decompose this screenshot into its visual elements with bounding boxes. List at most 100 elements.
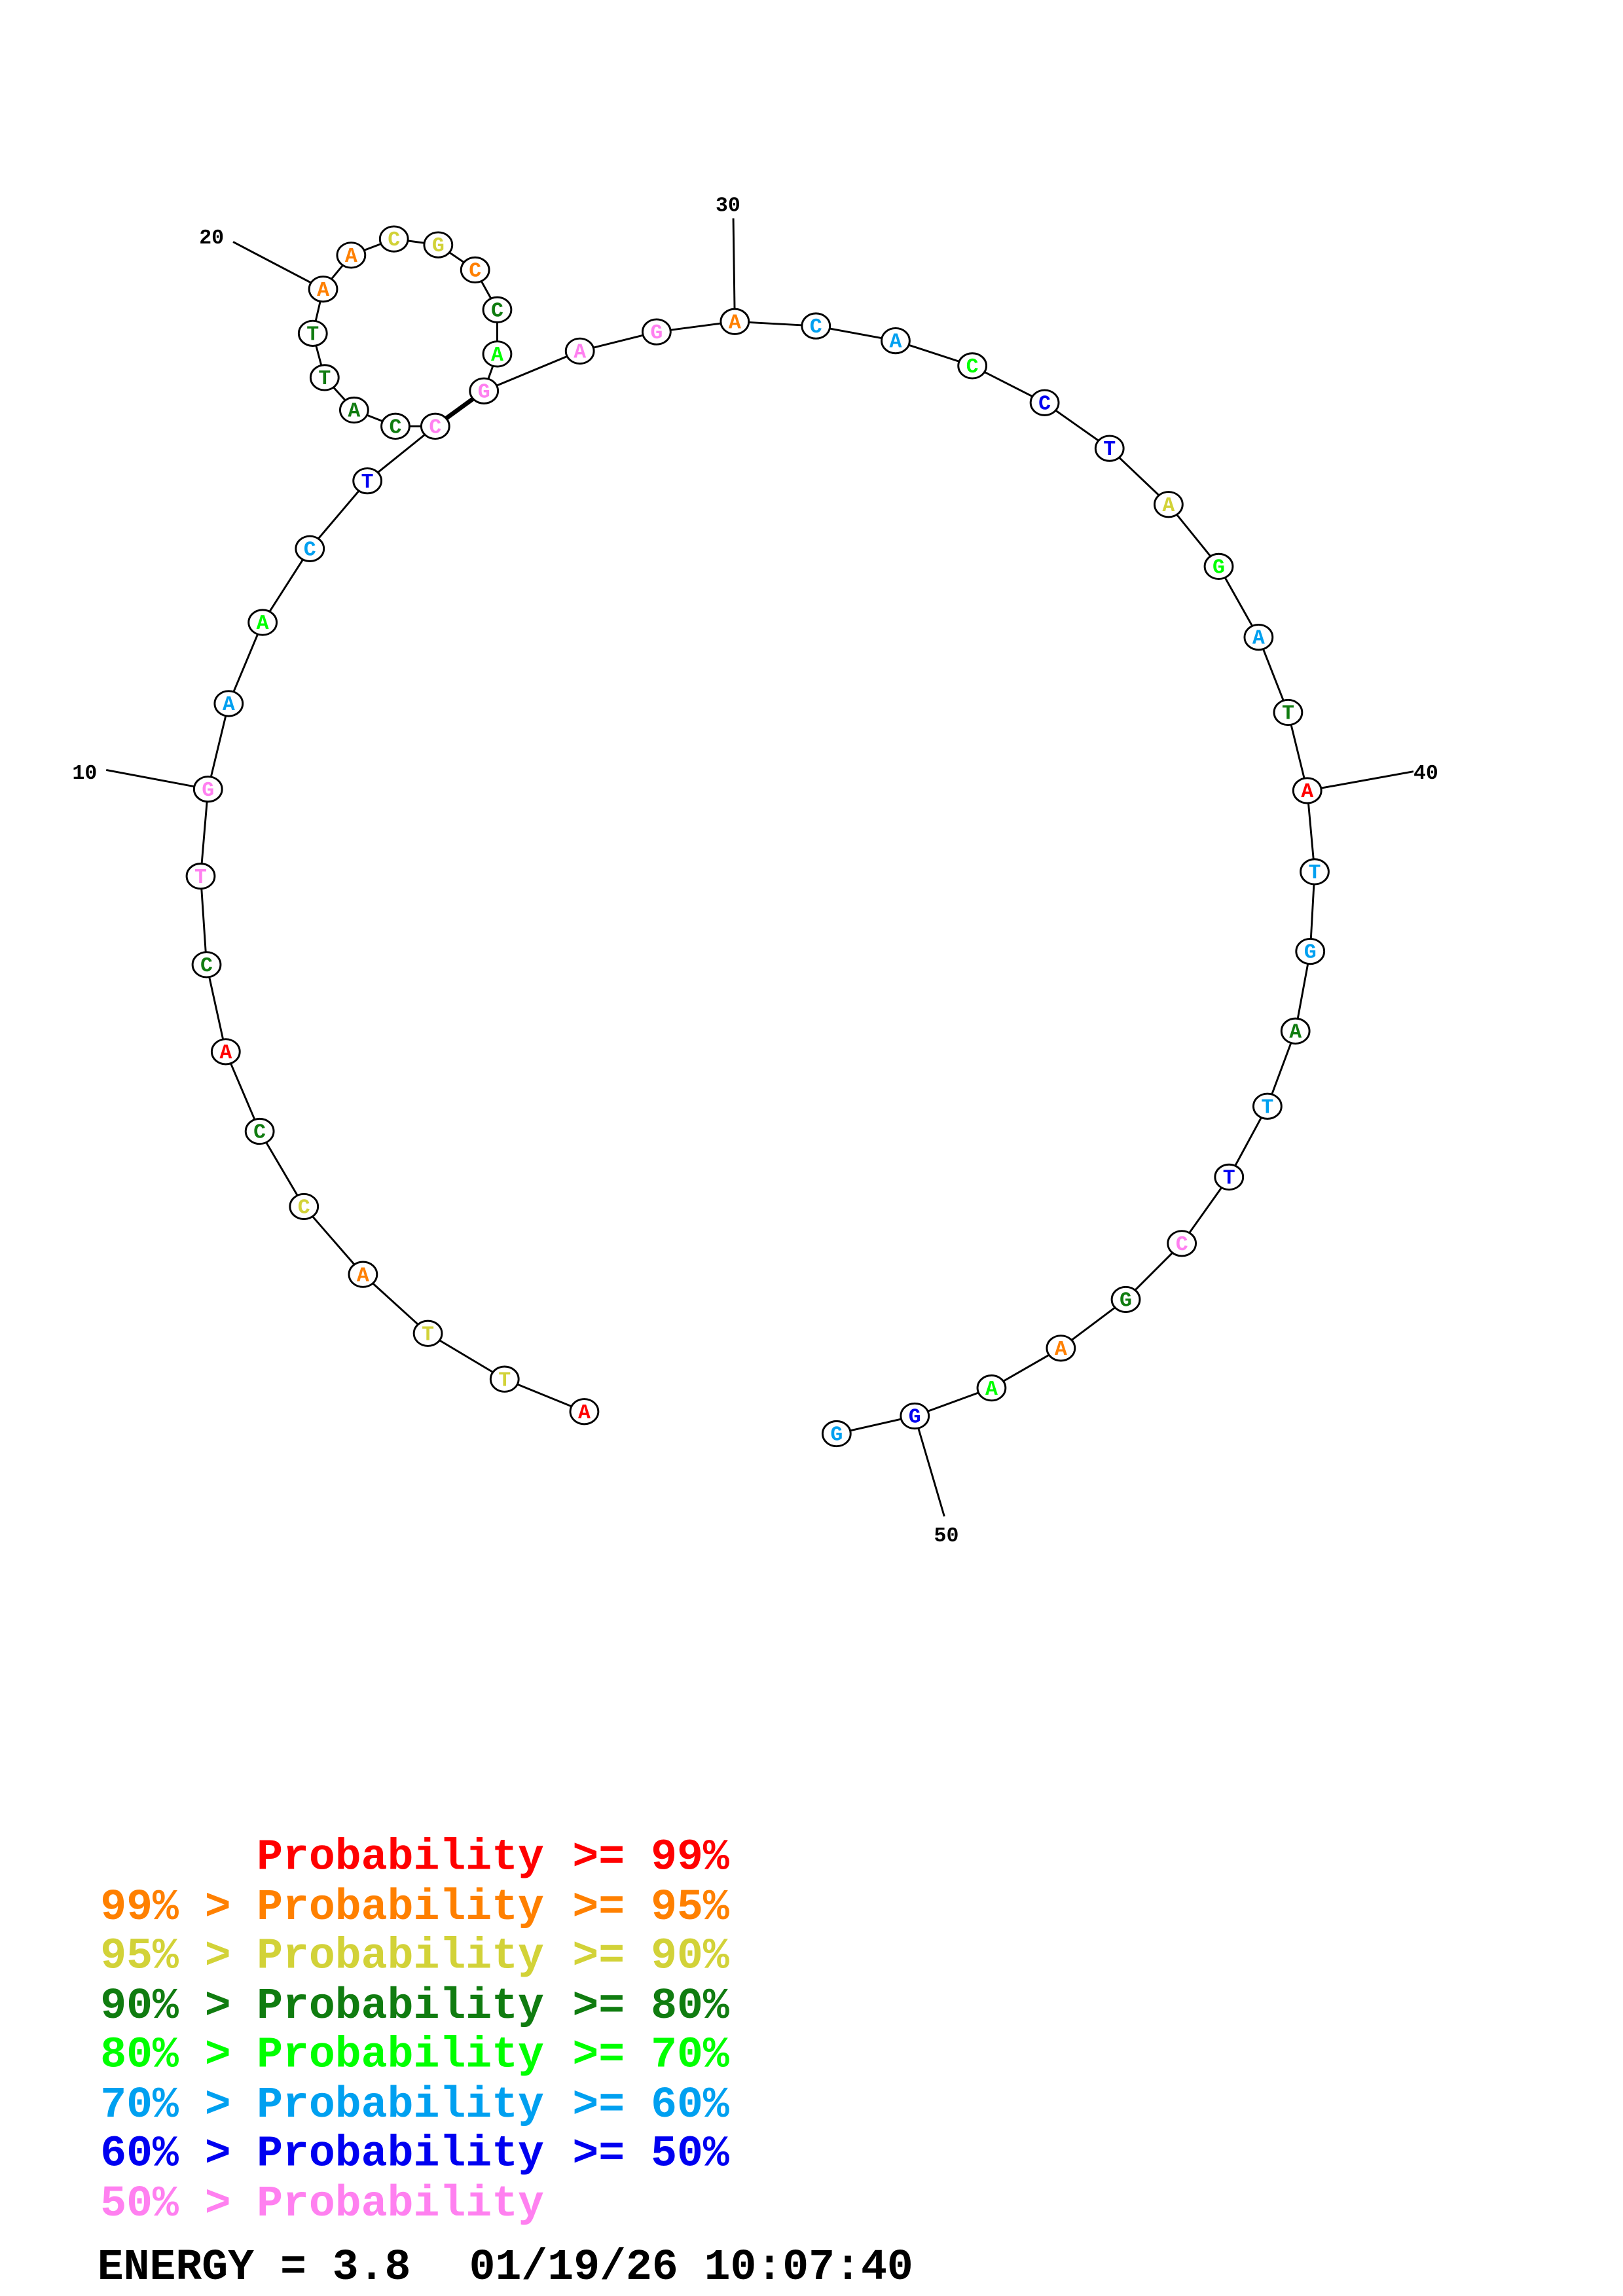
nucleotide-letter: G xyxy=(202,780,214,802)
backbone-link xyxy=(200,876,208,965)
nucleotide-38: A xyxy=(1243,623,1274,651)
nucleotide-circle xyxy=(1280,1017,1311,1045)
nucleotide-letter: A xyxy=(574,342,586,365)
position-label-40: 40 xyxy=(1413,762,1438,785)
nucleotide-letter: T xyxy=(194,867,207,889)
nucleotide-circle xyxy=(1154,491,1184,518)
legend-row: 95% > Probability >= 90% xyxy=(100,1931,729,1981)
nucleotide-circle xyxy=(191,951,222,978)
nucleotide-circle xyxy=(976,1374,1007,1402)
nucleotide-circle xyxy=(489,1365,520,1393)
nucleotide-letter: G xyxy=(1213,557,1225,580)
nucleotide-letter: C xyxy=(390,416,402,439)
legend-row: 99% > Probability >= 95% xyxy=(100,1883,729,1932)
nucleotide-letter: A xyxy=(345,245,357,268)
nucleotide-circle xyxy=(569,1398,600,1426)
nucleotide-letter: C xyxy=(966,356,979,379)
nucleotide-letter: T xyxy=(1309,862,1321,885)
nucleotide-31: C xyxy=(801,312,831,340)
nucleotide-23: G xyxy=(423,231,454,259)
nucleotide-circle xyxy=(720,308,750,335)
nucleotide-letter: G xyxy=(1304,942,1317,965)
backbone xyxy=(105,218,1414,1517)
backbone-link xyxy=(1306,790,1316,872)
nucleotide-32: A xyxy=(881,327,911,355)
nucleotide-circle xyxy=(482,340,513,368)
backbone-link xyxy=(206,964,227,1052)
nucleotide-letter: A xyxy=(1055,1338,1067,1361)
probability-legend: Probability >= 99% 99% > Probability >= 95%… xyxy=(98,1833,913,2292)
nucleotide-circle xyxy=(1273,698,1304,726)
nucleotide-letter: A xyxy=(257,613,269,636)
nucleotide-circle xyxy=(339,396,369,424)
nucleotide-letter: G xyxy=(1120,1290,1132,1313)
nucleotide-letter: A xyxy=(348,401,360,423)
nucleotide-letter: A xyxy=(357,1265,369,1287)
nucleotide-22: C xyxy=(378,225,409,253)
nucleotide-16: C xyxy=(380,412,410,440)
nucleotide-circle xyxy=(289,1193,319,1221)
nucleotide-21: A xyxy=(336,242,367,269)
nucleotide-15: C xyxy=(420,412,450,440)
nucleotide-circle xyxy=(821,1420,852,1448)
nucleotide-letter: C xyxy=(491,300,503,323)
nucleotide-letter: C xyxy=(200,955,213,978)
nucleotide-circle xyxy=(801,312,831,340)
nucleotide-letter: A xyxy=(317,279,329,302)
nucleotide-12: A xyxy=(247,609,278,636)
nucleotide-letter: G xyxy=(909,1407,921,1429)
nucleotide-circle xyxy=(348,1261,378,1288)
nucleotide-letter: A xyxy=(223,694,235,717)
nucleotide-letter: C xyxy=(1176,1234,1188,1257)
nucleotide-letter: C xyxy=(810,316,822,339)
nucleotide-circle xyxy=(482,296,513,323)
nucleotide-29: G xyxy=(641,318,672,346)
position-label-50: 50 xyxy=(934,1525,959,1548)
nucleotide-circle xyxy=(380,412,410,440)
position-label-10: 10 xyxy=(72,762,97,785)
nucleotide-circle xyxy=(213,690,244,717)
nucleotide-28: A xyxy=(564,337,595,365)
nucleotide-letter: T xyxy=(1282,703,1294,726)
nucleotide-11: A xyxy=(213,690,244,717)
nucleotide-letter: G xyxy=(478,381,490,404)
nucleotide-letter: T xyxy=(1103,439,1116,461)
nucleotide-46: C xyxy=(1167,1230,1197,1257)
nucleotide-letter: C xyxy=(304,539,316,562)
nucleotide-44: T xyxy=(1252,1092,1283,1120)
nucleotide-13: C xyxy=(295,535,325,562)
nucleotide-circle xyxy=(881,327,911,355)
nucleotide-letter: A xyxy=(578,1402,591,1425)
backbone-link xyxy=(309,480,369,550)
nucleotide-8: C xyxy=(191,951,222,978)
nucleotide-circle xyxy=(210,1038,241,1066)
nucleotide-letter: C xyxy=(388,229,400,252)
timestamp: 01/19/26 10:07:40 xyxy=(469,2243,913,2292)
nucleotide-letter: G xyxy=(432,235,445,258)
nucleotide-1: A xyxy=(569,1398,600,1426)
nucleotide-circle xyxy=(185,863,216,890)
nucleotide-19: T xyxy=(297,319,328,347)
nucleotide-circle xyxy=(564,337,595,365)
nucleotide-48: A xyxy=(1046,1335,1076,1362)
nucleotide-letter: C xyxy=(469,260,481,283)
nucleotide-letter: T xyxy=(318,368,331,391)
nucleotide-7: A xyxy=(210,1038,241,1066)
backbone-link xyxy=(427,1333,505,1380)
nucleotide-49: A xyxy=(976,1374,1007,1402)
backbone-link xyxy=(261,548,311,623)
backbone-link xyxy=(483,350,581,392)
nucleotide-letter: G xyxy=(830,1424,843,1447)
nucleotide-5: C xyxy=(289,1193,319,1221)
nucleotide-circle xyxy=(297,319,328,347)
nucleotide-circle xyxy=(1295,937,1326,965)
position-tick-50 xyxy=(913,1416,945,1517)
nucleotide-40: A xyxy=(1292,777,1322,804)
nucleotide-circle xyxy=(1029,389,1060,416)
backbone-link xyxy=(362,1274,429,1335)
nucleotide-circle xyxy=(308,276,338,303)
nucleotide-3: T xyxy=(412,1319,443,1347)
nucleotide-circle xyxy=(378,225,409,253)
nucleotide-50: G xyxy=(900,1402,930,1430)
